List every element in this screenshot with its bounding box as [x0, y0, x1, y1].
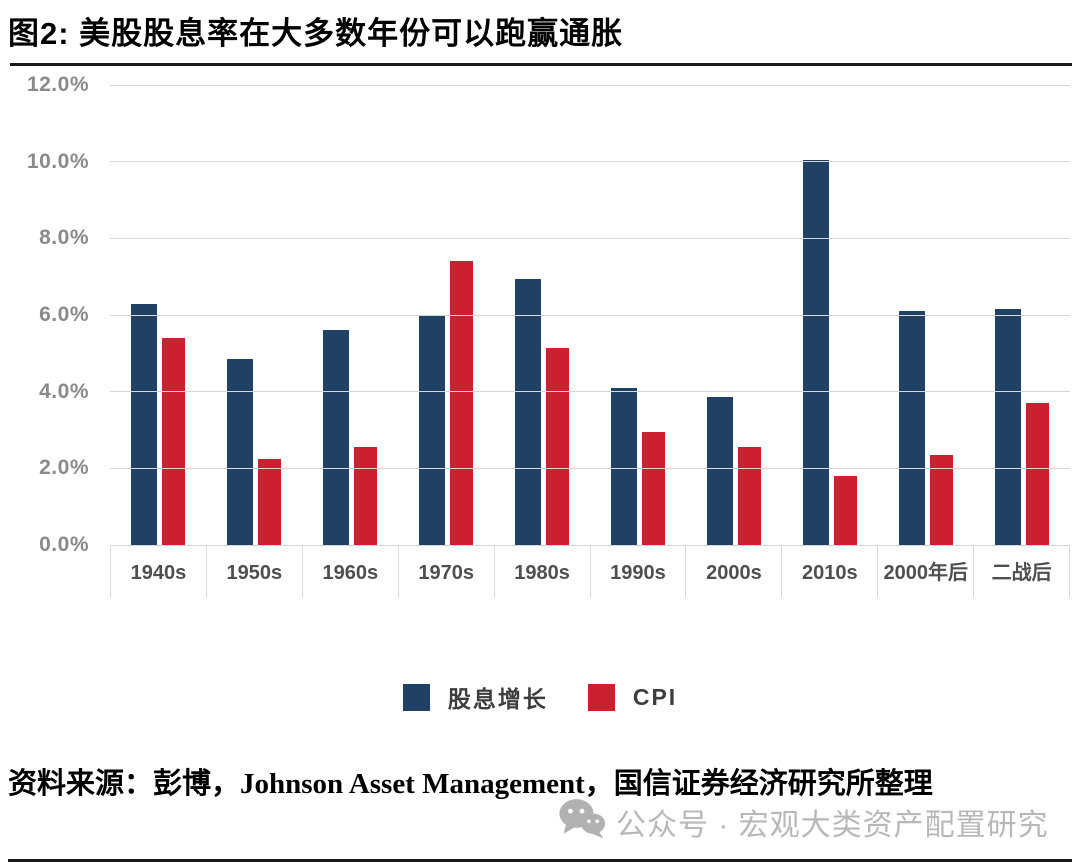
bar-CPI-1990s: [642, 431, 665, 545]
bar-group-二战后: [974, 85, 1070, 545]
x-tick-label-1970s: 1970s: [399, 545, 495, 597]
gridline: [110, 161, 1070, 163]
bar-股息增长-1980s: [515, 278, 541, 545]
gridline: [110, 314, 1070, 316]
bar-CPI-1960s: [354, 447, 377, 545]
y-tick-label: 0.0%: [39, 533, 89, 556]
gridline: [110, 467, 1070, 469]
page-title: 图2: 美股股息率在大多数年份可以跑赢通胀: [8, 16, 624, 51]
dividend-series-swatch: [402, 683, 430, 711]
x-tick-label-2010s: 2010s: [782, 545, 879, 597]
x-tick-label-1940s: 1940s: [111, 545, 207, 597]
bottom-divider: [8, 859, 1072, 862]
bar-group-1940s: [110, 85, 206, 545]
bar-group-1990s: [590, 85, 686, 545]
bar-CPI-2010s: [834, 476, 857, 545]
x-tick-label-1960s: 1960s: [303, 545, 399, 597]
x-axis: 1940s 1950s 1960s 1970s 1980s 1990s 2000s 2010s…: [110, 545, 1071, 597]
cpi-series-swatch: [587, 683, 615, 711]
x-tick-label-2000年后: 2000年后: [878, 545, 975, 597]
bar-股息增长-1990s: [611, 387, 637, 545]
y-tick-label: 4.0%: [39, 379, 89, 403]
wechat-icon: [558, 798, 606, 845]
bar-股息增长-2000s: [707, 397, 733, 545]
gridline: [110, 391, 1070, 393]
y-tick-label: 6.0%: [39, 303, 89, 326]
bar-group-2000年后: [878, 85, 974, 545]
bar-股息增长-1960s: [323, 330, 349, 545]
bar-group-2010s: [782, 85, 878, 545]
bar-股息增长-1950s: [227, 359, 253, 545]
bar-CPI-2000s: [738, 447, 761, 545]
source-note: 资料来源：彭博，Johnson Asset Management，国信证券经济研…: [8, 768, 933, 800]
bar-股息增长-2010s: [803, 159, 829, 545]
y-tick-label: 12.0%: [26, 73, 89, 96]
bar-group-2000s: [686, 85, 782, 545]
bar-group-1960s: [302, 85, 398, 545]
watermark: 公众号 · 宏观大类资产配置研究: [558, 798, 1049, 845]
bar-CPI-1970s: [450, 261, 473, 545]
gridline: [110, 237, 1070, 239]
bar-股息增长-二战后: [995, 309, 1021, 545]
bar-CPI-1950s: [258, 458, 281, 545]
legend-label-cpi: CPI: [632, 683, 678, 710]
bar-group-1950s: [206, 85, 302, 545]
x-tick-label-1980s: 1980s: [495, 545, 591, 597]
bar-股息增长-1940s: [131, 303, 157, 545]
plot-area: [110, 84, 1070, 546]
bars-row: [110, 85, 1070, 545]
legend-item-dividend: 股息增长: [402, 680, 548, 714]
bar-CPI-2000年后: [930, 454, 953, 545]
y-tick-label: 8.0%: [39, 226, 89, 250]
bar-group-1970s: [398, 85, 494, 545]
x-tick-label-1950s: 1950s: [207, 545, 303, 597]
y-tick-label: 2.0%: [39, 456, 89, 480]
bar-股息增长-1970s: [419, 315, 445, 545]
legend-item-cpi: CPI: [587, 683, 678, 711]
y-axis: 12.0% 10.0% 8.0% 6.0% 4.0% 2.0% 0.0%: [0, 73, 95, 556]
legend-label-dividend: 股息增长: [447, 686, 548, 712]
bar-group-1980s: [494, 85, 590, 545]
title-divider: [10, 63, 1072, 66]
bar-CPI-1980s: [546, 347, 569, 545]
bar-CPI-1940s: [162, 338, 185, 545]
y-tick-label: 10.0%: [26, 149, 89, 173]
bar-CPI-二战后: [1026, 403, 1049, 545]
gridline: [110, 84, 1070, 86]
x-tick-label-1990s: 1990s: [591, 545, 687, 597]
x-tick-label-二战后: 二战后: [974, 545, 1071, 597]
dividend-vs-cpi-chart: 12.0% 10.0% 8.0% 6.0% 4.0% 2.0% 0.0% 1940s 1950…: [0, 73, 1080, 600]
x-tick-label-2000s: 2000s: [686, 545, 783, 597]
bar-股息增长-2000年后: [899, 311, 925, 545]
legend: 股息增长 CPI: [0, 680, 1080, 714]
watermark-text: 公众号 · 宏观大类资产配置研究: [616, 808, 1049, 842]
